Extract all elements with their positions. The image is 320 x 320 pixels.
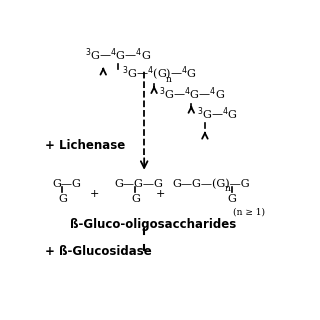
Text: +: + [90,188,99,199]
Text: G—G—(G)—G: G—G—(G)—G [173,179,250,189]
Text: $^3$G—$^4$G—$^4$G: $^3$G—$^4$G—$^4$G [159,85,225,102]
Text: G—G—G: G—G—G [115,179,163,189]
Text: + Lichenase: + Lichenase [45,139,125,152]
Text: G: G [228,194,236,204]
Text: (n ≥ 1): (n ≥ 1) [234,208,266,217]
Text: n: n [225,184,231,193]
Text: n: n [165,75,171,84]
Text: G—G: G—G [52,179,81,189]
Text: $^3$G—$^4$(G)—$^4$G: $^3$G—$^4$(G)—$^4$G [122,65,197,83]
Text: G: G [58,194,67,204]
Text: +: + [156,188,165,199]
Text: $^3$G—$^4$G: $^3$G—$^4$G [197,105,238,122]
Text: ß-Gluco-oligosaccharides: ß-Gluco-oligosaccharides [70,218,236,231]
Text: + ß-Glucosidase: + ß-Glucosidase [45,245,152,258]
Text: $^3$G—$^4$G—$^4$G: $^3$G—$^4$G—$^4$G [84,46,151,63]
Text: G: G [131,194,140,204]
